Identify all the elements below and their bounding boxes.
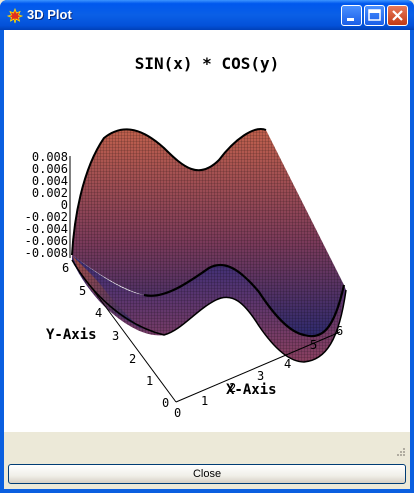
window-content: SIN(x) * COS(y) 0.008 0.006 0.004 bbox=[4, 30, 410, 489]
y-tick-label: 5 bbox=[79, 284, 86, 298]
x-tick-label: 4 bbox=[284, 357, 291, 371]
z-tick-label: -0.006 bbox=[25, 234, 68, 248]
window-title: 3D Plot bbox=[27, 7, 72, 22]
y-tick-label: 6 bbox=[62, 261, 69, 275]
y-tick-label: 4 bbox=[95, 306, 102, 320]
y-tick-label: 0 bbox=[162, 396, 169, 410]
z-tick-label: 0.006 bbox=[32, 162, 68, 176]
z-tick-label: -0.008 bbox=[25, 246, 68, 260]
y-tick-label: 3 bbox=[112, 329, 119, 343]
z-tick-label: 0.008 bbox=[32, 150, 68, 164]
x-axis-label: X-Axis bbox=[226, 382, 277, 398]
close-icon bbox=[392, 10, 403, 21]
z-tick-label: -0.002 bbox=[25, 210, 68, 224]
plot-title: SIN(x) * COS(y) bbox=[135, 54, 280, 73]
maple-leaf-icon bbox=[7, 8, 23, 24]
z-tick-label: 0.004 bbox=[32, 174, 68, 188]
z-axis: 0.008 0.006 0.004 0.002 0 -0.002 -0.004 … bbox=[25, 150, 71, 260]
minimize-icon bbox=[347, 18, 354, 21]
x-axis: 0 1 2 3 4 5 6 X-Axis bbox=[174, 324, 343, 420]
x-tick-label: 3 bbox=[257, 369, 264, 383]
z-tick-label: -0.004 bbox=[25, 222, 68, 236]
y-tick-label: 1 bbox=[146, 374, 153, 388]
x-tick-label: 0 bbox=[174, 406, 181, 420]
x-tick-label: 2 bbox=[229, 381, 236, 395]
title-bar[interactable]: 3D Plot bbox=[0, 0, 414, 30]
y-tick-label: 2 bbox=[129, 352, 136, 366]
close-button[interactable]: Close bbox=[8, 464, 406, 484]
y-axis-label: Y-Axis bbox=[46, 327, 97, 343]
close-window-button[interactable] bbox=[387, 5, 408, 26]
surface-mesh bbox=[71, 128, 347, 363]
plot-canvas[interactable]: SIN(x) * COS(y) 0.008 0.006 0.004 bbox=[4, 30, 410, 432]
minimize-button[interactable] bbox=[341, 5, 362, 26]
maximize-icon bbox=[368, 9, 381, 21]
resize-grip-icon[interactable] bbox=[396, 447, 406, 457]
x-tick-label: 6 bbox=[336, 324, 343, 338]
x-tick-label: 1 bbox=[201, 394, 208, 408]
maximize-button[interactable] bbox=[364, 5, 385, 26]
z-tick-label: 0 bbox=[61, 198, 68, 212]
y-axis: 6 5 4 3 2 1 0 Y-Axis bbox=[46, 261, 177, 410]
x-tick-label: 5 bbox=[310, 338, 317, 352]
z-tick-label: 0.002 bbox=[32, 186, 68, 200]
surface-plot: SIN(x) * COS(y) 0.008 0.006 0.004 bbox=[25, 54, 347, 420]
